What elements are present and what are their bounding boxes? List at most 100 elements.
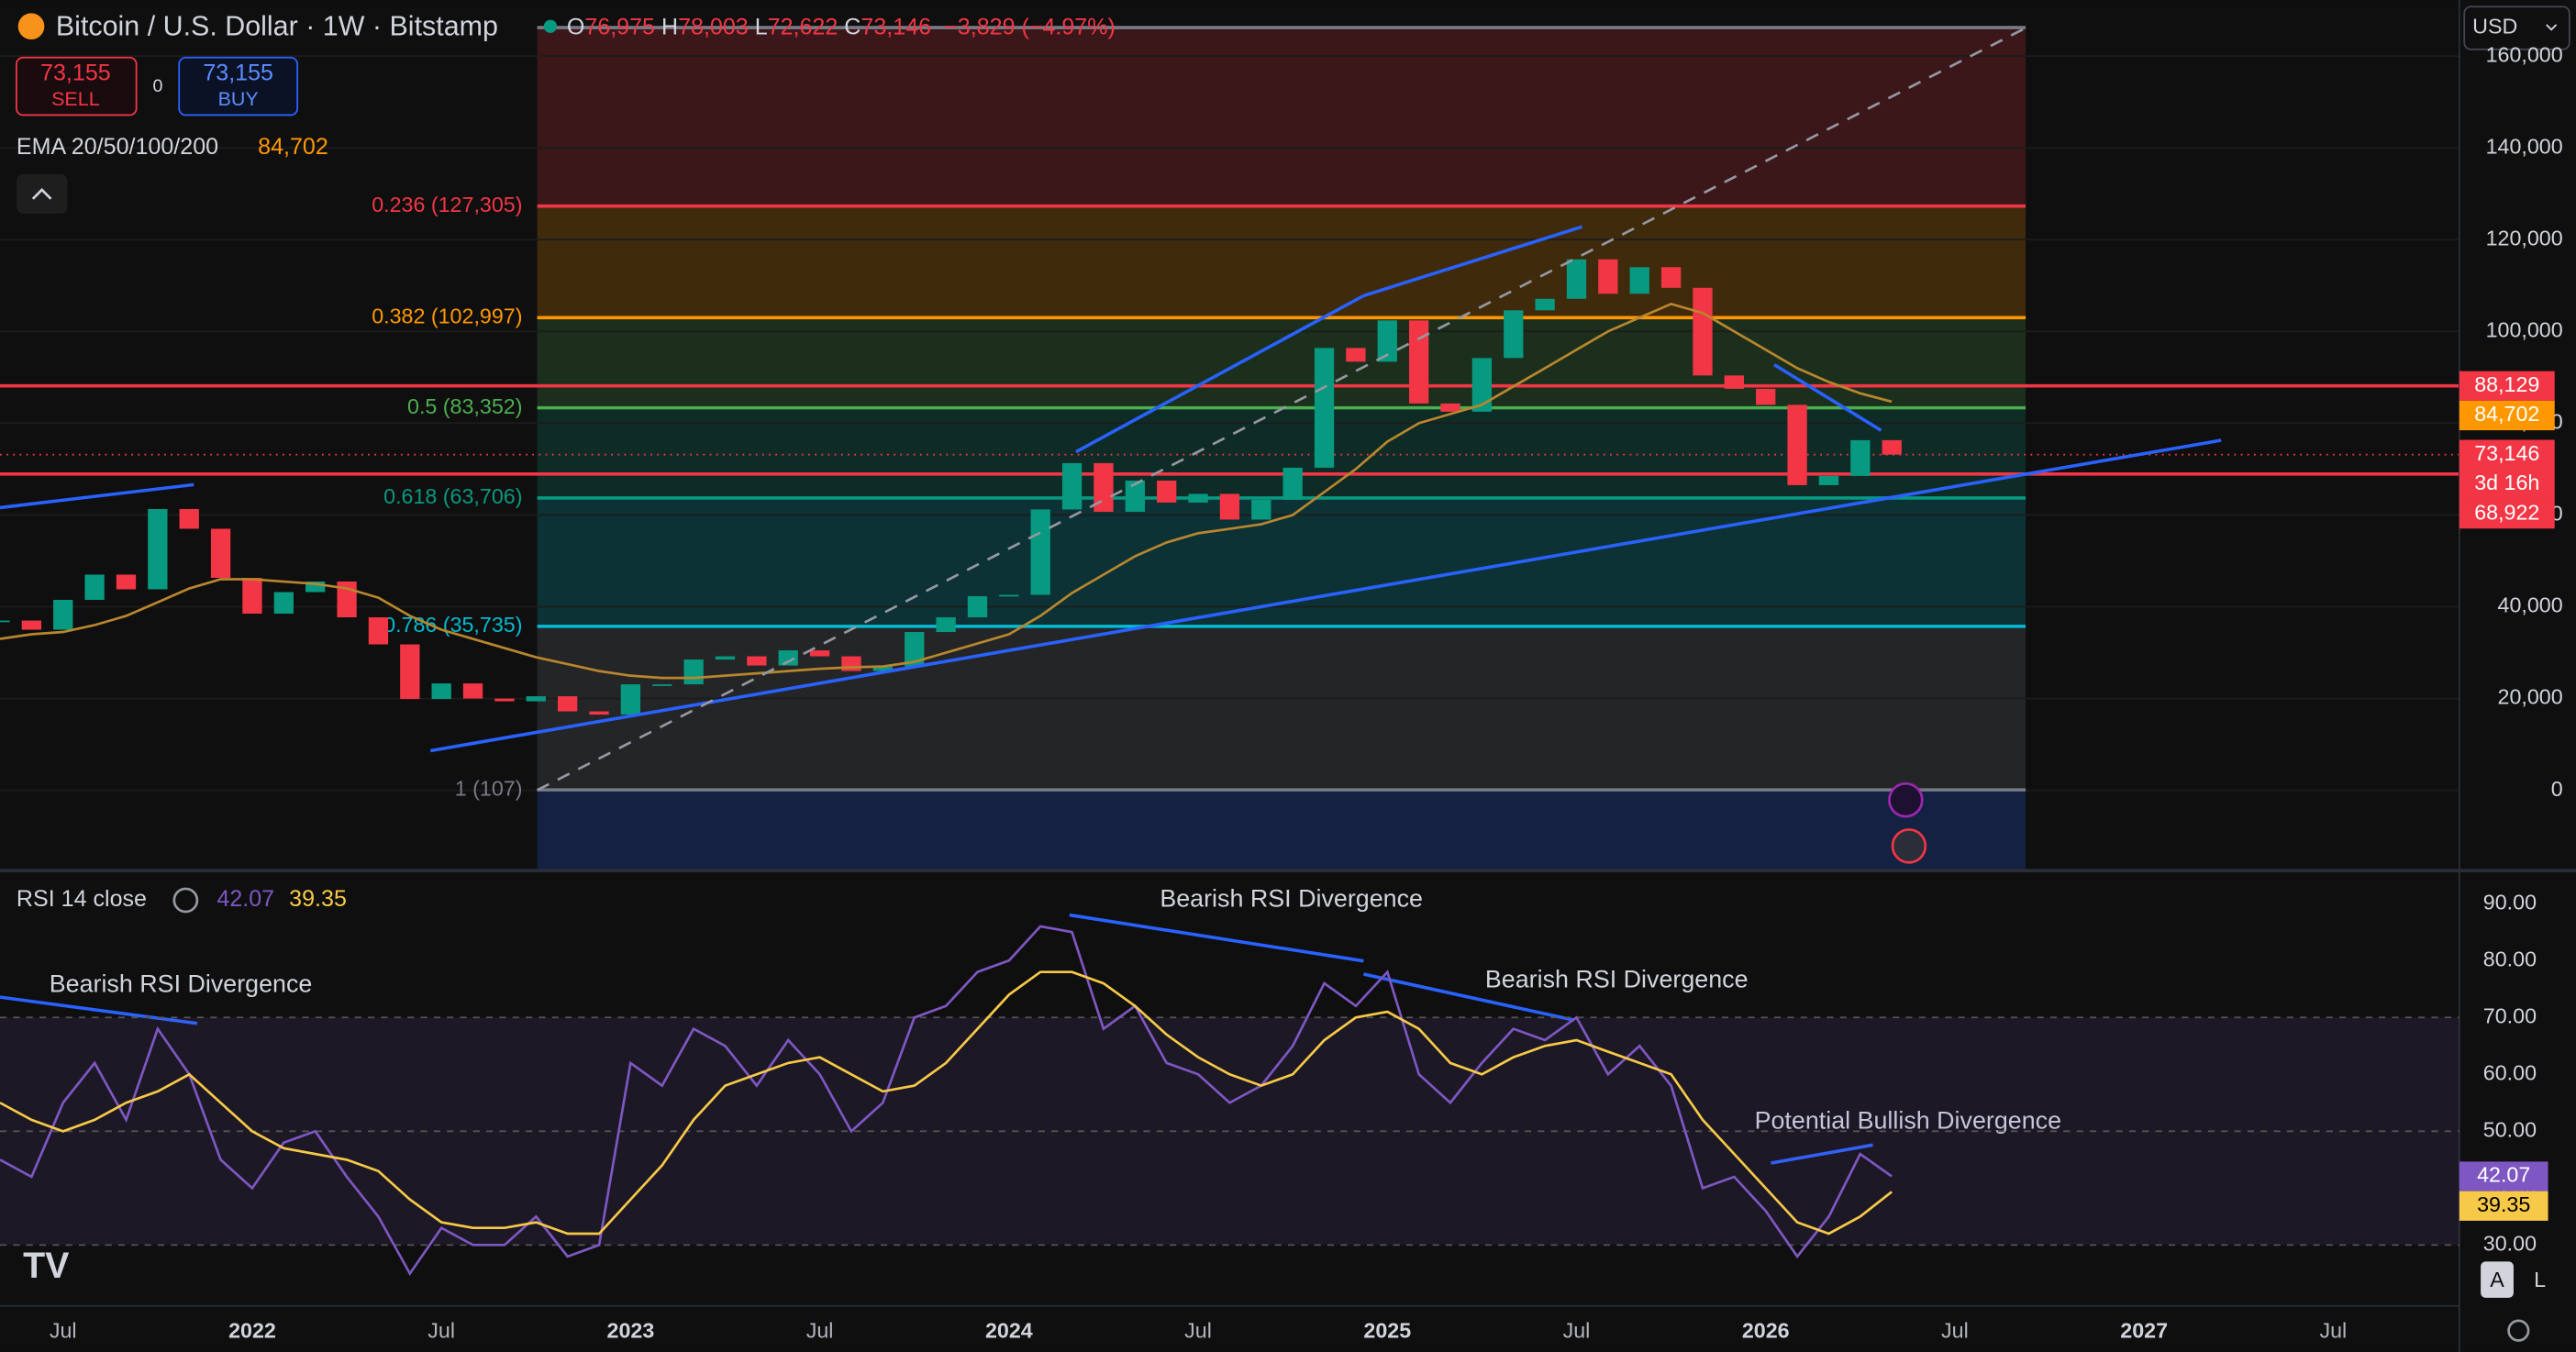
candle <box>1471 358 1493 412</box>
coin-icon <box>17 13 45 40</box>
auto-scale-button[interactable] <box>2481 1261 2514 1298</box>
fib-label: 0.382 (102,997) <box>372 304 522 327</box>
candle <box>1440 403 1460 412</box>
candle <box>0 620 10 623</box>
sell-label: SELL <box>51 88 100 110</box>
price-tag <box>2459 499 2555 529</box>
candle <box>1061 462 1083 510</box>
price-tag-label: 88,129 <box>2474 372 2539 396</box>
candle <box>620 684 641 715</box>
x-tick-label: Jul <box>50 1319 77 1343</box>
annotation: Bearish RSI Divergence <box>50 970 313 998</box>
y-tick-label: 20,000 <box>2498 685 2563 709</box>
ohlc-value: 73,146 <box>861 14 931 39</box>
trendline <box>429 438 2222 753</box>
annotation: Bearish RSI Divergence <box>1160 885 1423 913</box>
annotation: Bearish RSI Divergence <box>1485 965 1749 992</box>
fib-label: 0.618 (63,706) <box>383 484 522 508</box>
fib-label: 1 (107) <box>455 776 523 800</box>
candle <box>905 632 925 667</box>
x-tick-label: 2023 <box>607 1319 655 1343</box>
sell-button[interactable] <box>16 56 138 116</box>
rsi-ma-line <box>0 970 1893 1236</box>
currency-select[interactable] <box>2463 6 2570 50</box>
candle <box>1756 388 1776 405</box>
candle <box>179 508 199 529</box>
auto-label: A <box>2490 1268 2504 1291</box>
log-label[interactable]: L <box>2534 1268 2546 1291</box>
trendline <box>0 482 194 510</box>
candle <box>1850 439 1871 476</box>
candle <box>526 696 546 702</box>
fib-band <box>537 626 2026 791</box>
x-tick-label: 2022 <box>228 1319 276 1343</box>
candle <box>683 659 704 685</box>
candle <box>305 582 326 593</box>
candle <box>1787 404 1807 485</box>
candle <box>747 656 767 666</box>
fib-label: 0.5 (83,352) <box>407 394 522 418</box>
trendlines <box>0 225 2222 1165</box>
candle <box>1598 259 1618 294</box>
candle <box>1219 493 1240 520</box>
change: −3,829 (−4.97%) <box>944 14 1116 39</box>
x-tick-label: 2026 <box>1742 1319 1790 1343</box>
spread: 0 <box>152 76 162 96</box>
x-tick-label: Jul <box>1184 1319 1212 1343</box>
y-tick-label: 40,000 <box>2498 593 2563 617</box>
ohlc-key: H <box>661 14 678 39</box>
x-tick-label: Jul <box>806 1319 834 1343</box>
x-tick-label: 2024 <box>985 1319 1033 1343</box>
x-tick-label: Jul <box>1941 1319 1969 1343</box>
y-tick-label: 160,000 <box>2486 42 2563 66</box>
rsi-tag-label: 42.07 <box>2477 1163 2530 1187</box>
rsi-line <box>0 925 1893 1277</box>
ohlc-value: 76,975 <box>584 14 655 39</box>
fib-band <box>537 28 2026 206</box>
rsi-tick-label: 50.00 <box>2483 1117 2537 1141</box>
candle <box>1724 375 1744 389</box>
candle <box>431 683 451 700</box>
candle <box>999 594 1019 597</box>
price-tag <box>2459 400 2555 431</box>
x-tick-label: Jul <box>427 1319 455 1343</box>
trendline <box>1362 225 1583 298</box>
fib-band <box>537 790 2026 871</box>
candle <box>494 698 515 702</box>
collapse-button[interactable] <box>16 173 68 214</box>
candle <box>809 650 830 657</box>
price-pane: 0.236 (127,305) 0.382 (102,997) 0.5 (83,35… <box>0 26 2459 871</box>
candle <box>1314 348 1335 468</box>
candle <box>368 617 389 645</box>
y-tick-label: 140,000 <box>2486 134 2563 158</box>
dropdown-arrow <box>2546 24 2558 31</box>
x-tick-label: 2025 <box>1363 1319 1411 1343</box>
rsi-title: RSI 14 close <box>17 886 147 912</box>
price-tag-label: 73,146 <box>2474 441 2539 465</box>
flag-icon[interactable] <box>1891 828 1927 864</box>
rsi-tick-label: 80.00 <box>2483 947 2537 970</box>
rsi-tick-label: 60.00 <box>2483 1060 2537 1084</box>
trendline <box>1362 972 1574 1022</box>
candle <box>1125 480 1145 512</box>
event-icon[interactable] <box>1888 781 1924 818</box>
candle <box>1693 287 1713 376</box>
fib-label: 0.236 (127,305) <box>372 193 522 216</box>
currency: USD <box>2472 15 2517 39</box>
rsi-tick-label: 90.00 <box>2483 890 2537 914</box>
candle <box>1377 320 1397 362</box>
ohlc-value: 72,622 <box>768 14 838 39</box>
candle <box>1251 499 1271 520</box>
y-tick-label: 120,000 <box>2486 226 2563 249</box>
buy-button[interactable] <box>178 56 299 116</box>
rsi-tick-label: 30.00 <box>2483 1232 2537 1256</box>
candle <box>1882 439 1902 455</box>
trendline <box>1773 363 1882 432</box>
candle <box>273 592 294 615</box>
settings-icon[interactable] <box>2507 1319 2530 1342</box>
refresh-icon[interactable] <box>172 887 199 914</box>
countdown: 3d 16h <box>2474 471 2539 494</box>
fib-band <box>537 317 2026 408</box>
